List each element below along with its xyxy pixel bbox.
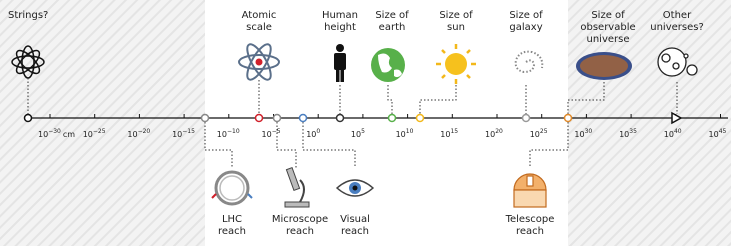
- item-label: Other: [663, 10, 692, 21]
- tick-label: 1010: [396, 128, 414, 139]
- tick-exponent: −5: [272, 128, 281, 135]
- tick-exponent: 40: [674, 128, 682, 135]
- tick-base: 10: [574, 130, 584, 139]
- item-label: LHC: [222, 214, 242, 225]
- marker: [25, 115, 32, 122]
- item-label: Atomic: [242, 10, 277, 21]
- item-label: Human: [322, 10, 358, 21]
- eye-icon: [337, 180, 373, 196]
- telescope-icon: [514, 174, 546, 207]
- item-label: reach: [341, 226, 369, 237]
- tick-exponent: 0: [316, 128, 320, 135]
- item-label: Visual: [340, 214, 370, 225]
- tick-base: 10: [83, 130, 93, 139]
- tick-exponent: −25: [93, 128, 106, 135]
- item-label: Microscope: [272, 214, 328, 225]
- tick-label: 1025: [530, 128, 548, 139]
- tick-exponent: −15: [182, 128, 195, 135]
- item-label: Size of: [439, 10, 473, 21]
- marker: [337, 115, 344, 122]
- microscope-icon: [285, 168, 309, 207]
- tick-exponent: 45: [719, 128, 727, 135]
- item-label: universes?: [650, 22, 704, 33]
- galaxy-icon: [516, 52, 543, 72]
- connector: [388, 85, 392, 114]
- marker: [300, 115, 307, 122]
- human-icon: [334, 44, 346, 82]
- tick-label: 10−5: [262, 128, 281, 139]
- tick-exponent: −20: [138, 128, 151, 135]
- item-label: earth: [379, 22, 406, 33]
- tick-exponent: −10: [227, 128, 240, 135]
- tick-base: 10: [619, 130, 629, 139]
- marker: [523, 115, 530, 122]
- marker: [565, 115, 572, 122]
- item-label: sun: [447, 22, 465, 33]
- tick-base: 10: [396, 130, 406, 139]
- item-label: Telescope: [505, 214, 555, 225]
- tick-label: 10−10: [217, 128, 240, 139]
- diagram: 10−30cm10−2510−2010−1510−1010−5100105101…: [0, 0, 731, 246]
- sun-icon: [436, 44, 476, 84]
- marker: [256, 115, 263, 122]
- lhc-icon: [212, 172, 252, 204]
- item-label: reach: [516, 226, 544, 237]
- tick-exponent: 25: [540, 128, 548, 135]
- tick-base: 10: [127, 130, 137, 139]
- page: 10−30cm10−2510−2010−1510−1010−5100105101…: [0, 0, 731, 246]
- atom-icon: [239, 41, 279, 83]
- hatched-region: [0, 0, 205, 246]
- tick-label: 100: [306, 128, 320, 139]
- item-label: scale: [246, 22, 272, 33]
- item-label: height: [324, 22, 356, 33]
- tick-base: 10: [664, 130, 674, 139]
- tick-base: 10: [262, 130, 272, 139]
- connector: [530, 122, 568, 168]
- tick-base: 10: [485, 130, 495, 139]
- marker: [274, 115, 281, 122]
- tick-base: 10: [306, 130, 316, 139]
- tick-exponent: 35: [629, 128, 637, 135]
- tick-label: 105: [351, 128, 365, 139]
- tick-base: 10: [38, 130, 48, 139]
- tick-base: 10: [217, 130, 227, 139]
- item-label: universe: [587, 34, 630, 45]
- tick-base: 10: [172, 130, 182, 139]
- earth-icon: [371, 48, 405, 82]
- tick-exponent: 20: [495, 128, 503, 135]
- tick-label: 1015: [440, 128, 458, 139]
- tick-exponent: 5: [361, 128, 365, 135]
- tick-base: 10: [709, 130, 719, 139]
- tick-base: 10: [440, 130, 450, 139]
- marker: [389, 115, 396, 122]
- universe-icon: [576, 52, 632, 80]
- tick-exponent: −30: [48, 128, 61, 135]
- item-label: reach: [286, 226, 314, 237]
- tick-exponent: 30: [585, 128, 593, 135]
- tick-base: 10: [530, 130, 540, 139]
- tick-base: 10: [351, 130, 361, 139]
- connector: [303, 122, 355, 168]
- item-label: Strings?: [8, 10, 48, 21]
- item-label: galaxy: [509, 22, 542, 33]
- marker: [417, 115, 424, 122]
- item-label: Size of: [375, 10, 409, 21]
- connector: [420, 85, 456, 114]
- tick-unit: cm: [63, 130, 75, 139]
- item-label: observable: [580, 22, 635, 33]
- tick-label: 1020: [485, 128, 503, 139]
- item-label: Size of: [509, 10, 543, 21]
- tick-exponent: 15: [450, 128, 458, 135]
- marker: [202, 115, 209, 122]
- item-label: reach: [218, 226, 246, 237]
- tick-exponent: 10: [406, 128, 414, 135]
- item-label: Size of: [591, 10, 625, 21]
